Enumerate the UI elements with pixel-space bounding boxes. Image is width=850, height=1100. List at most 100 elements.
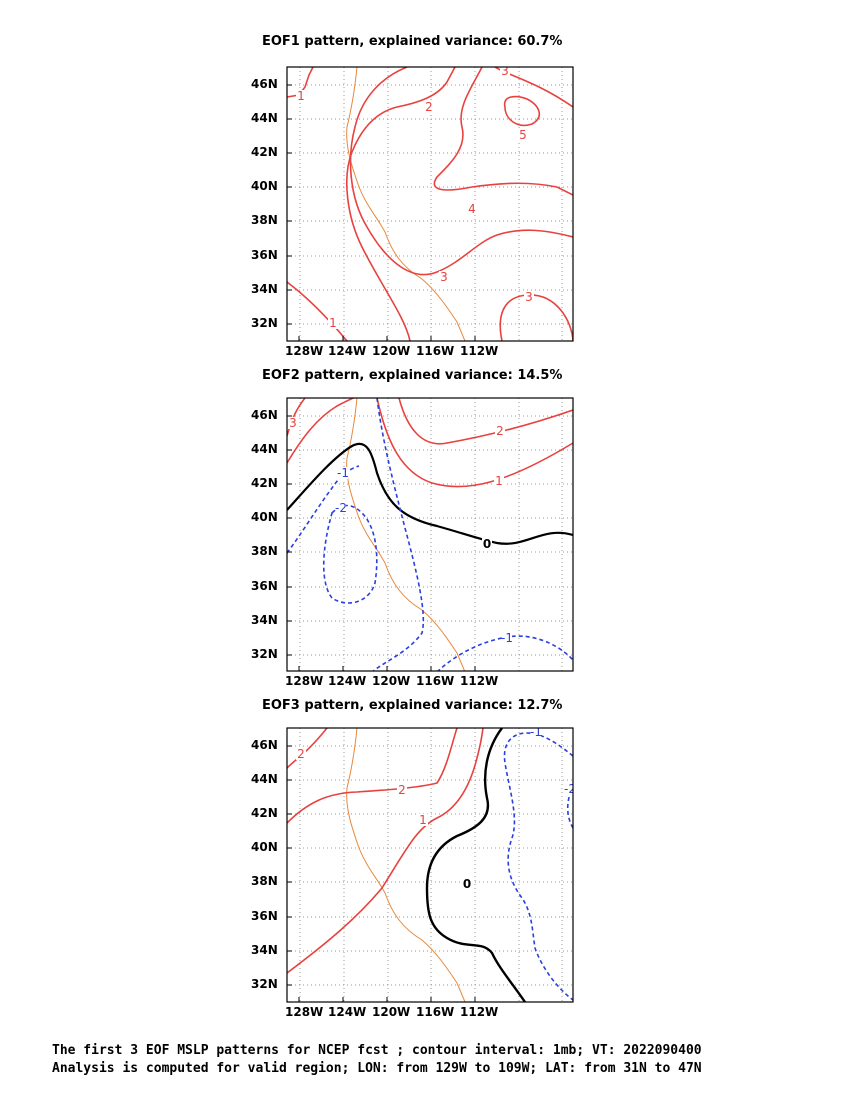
y-tick-label: 46N [251,77,278,91]
contour-line [372,398,425,671]
y-tick-label: 42N [251,476,278,490]
contour-label-bg [439,271,449,283]
contour-line [287,728,484,974]
contour-label-bg [495,425,505,437]
contour-line [433,67,573,196]
coastline [346,398,466,671]
y-tick-label: 46N [251,738,278,752]
contour-line [398,398,573,445]
contour-line [346,67,456,341]
contour-line [503,732,573,1001]
y-tick-label: 38N [251,874,278,888]
contour-label-bg [424,101,434,113]
contour-label-bg [338,467,348,479]
contour-label-bg [494,475,504,487]
contour-label-bg [418,814,428,826]
contour-label: -2 [564,782,576,796]
caption-line-1: The first 3 EOF MSLP patterns for NCEP f… [52,1043,702,1058]
y-tick-label: 32N [251,316,278,330]
contour-label: 5 [519,128,527,142]
contour-label: -1 [501,631,513,645]
contour-line [287,398,306,437]
y-tick-label: 38N [251,544,278,558]
x-tick-label: 124W [328,674,367,688]
contour-label-bg [397,784,407,796]
x-tick-label: 116W [416,1005,455,1019]
contour-label-bg [518,129,528,141]
y-tick-label: 36N [251,248,278,262]
contour-label-bg [328,317,338,329]
y-tick-label: 40N [251,840,278,854]
coastline [346,67,466,341]
x-tick-label: 112W [460,344,499,358]
contour-line [376,398,573,488]
contour-line [425,728,526,1002]
contour-line [566,785,573,829]
contour-label: -1 [337,466,349,480]
panel-2-title: EOF2 pattern, explained variance: 14.5% [262,368,563,383]
y-tick-label: 32N [251,647,278,661]
contour-line [349,67,573,276]
contour-label: 1 [495,474,503,488]
contour-line [287,67,314,98]
contour-line [287,442,573,545]
contour-label: 1 [419,813,427,827]
x-tick-label: 128W [285,344,324,358]
y-tick-label: 44N [251,442,278,456]
contour-label-bg [296,90,306,102]
caption-line-2: Analysis is computed for valid region; L… [52,1061,702,1076]
contour-label-bg [288,417,298,429]
contour-label: -2 [335,501,347,515]
contour-label: 3 [501,64,509,78]
contour-line [287,398,367,464]
panel-2: 3 2 1 0 -1 -2 -1 [286,397,574,672]
contour-label-bg [482,538,492,550]
panel-1-title: EOF1 pattern, explained variance: 60.7% [262,34,563,49]
panel-3-title: EOF3 pattern, explained variance: 12.7% [262,698,563,713]
contour-label: 2 [425,100,433,114]
plot-frame [286,66,574,342]
x-tick-label: 112W [460,1005,499,1019]
x-tick-label: 124W [328,344,367,358]
x-tick-label: 128W [285,674,324,688]
contour-label-bg [462,878,472,890]
contour-label: 0 [483,537,491,551]
panel-1: 1 1 2 3 3 3 4 5 [286,64,574,342]
contour-label-bg [467,203,477,215]
contour-label: 3 [289,416,297,430]
panel-3: 2 2 1 0 -1 -2 [286,725,576,1003]
x-tick-label: 120W [372,1005,411,1019]
contour-label: 2 [398,783,406,797]
x-tick-label: 116W [416,344,455,358]
contour-label: 1 [297,89,305,103]
contour-label-bg [500,67,510,77]
contour-label: 0 [463,877,471,891]
contour-line [503,95,541,126]
contour-label: -1 [530,725,542,739]
x-tick-label: 128W [285,1005,324,1019]
y-tick-label: 46N [251,408,278,422]
contour-label-bg [524,291,534,303]
contour-label: 2 [297,747,305,761]
contour-label-bg [565,783,573,795]
y-tick-label: 42N [251,806,278,820]
contour-label-bg [336,502,346,514]
y-tick-label: 34N [251,613,278,627]
contour-line [499,294,573,341]
contour-label-bg [531,728,541,738]
y-tick-label: 44N [251,111,278,125]
y-tick-label: 40N [251,510,278,524]
contour-label-bg [502,632,512,644]
x-tick-label: 116W [416,674,455,688]
x-tick-label: 120W [372,674,411,688]
contour-line [287,465,360,554]
plot-frame [286,727,574,1003]
plot-frame [286,397,574,672]
y-tick-label: 34N [251,282,278,296]
contour-label: 3 [525,290,533,304]
contour-label-bg [296,748,306,760]
x-tick-label: 112W [460,674,499,688]
y-tick-label: 38N [251,213,278,227]
contour-line [287,728,328,769]
